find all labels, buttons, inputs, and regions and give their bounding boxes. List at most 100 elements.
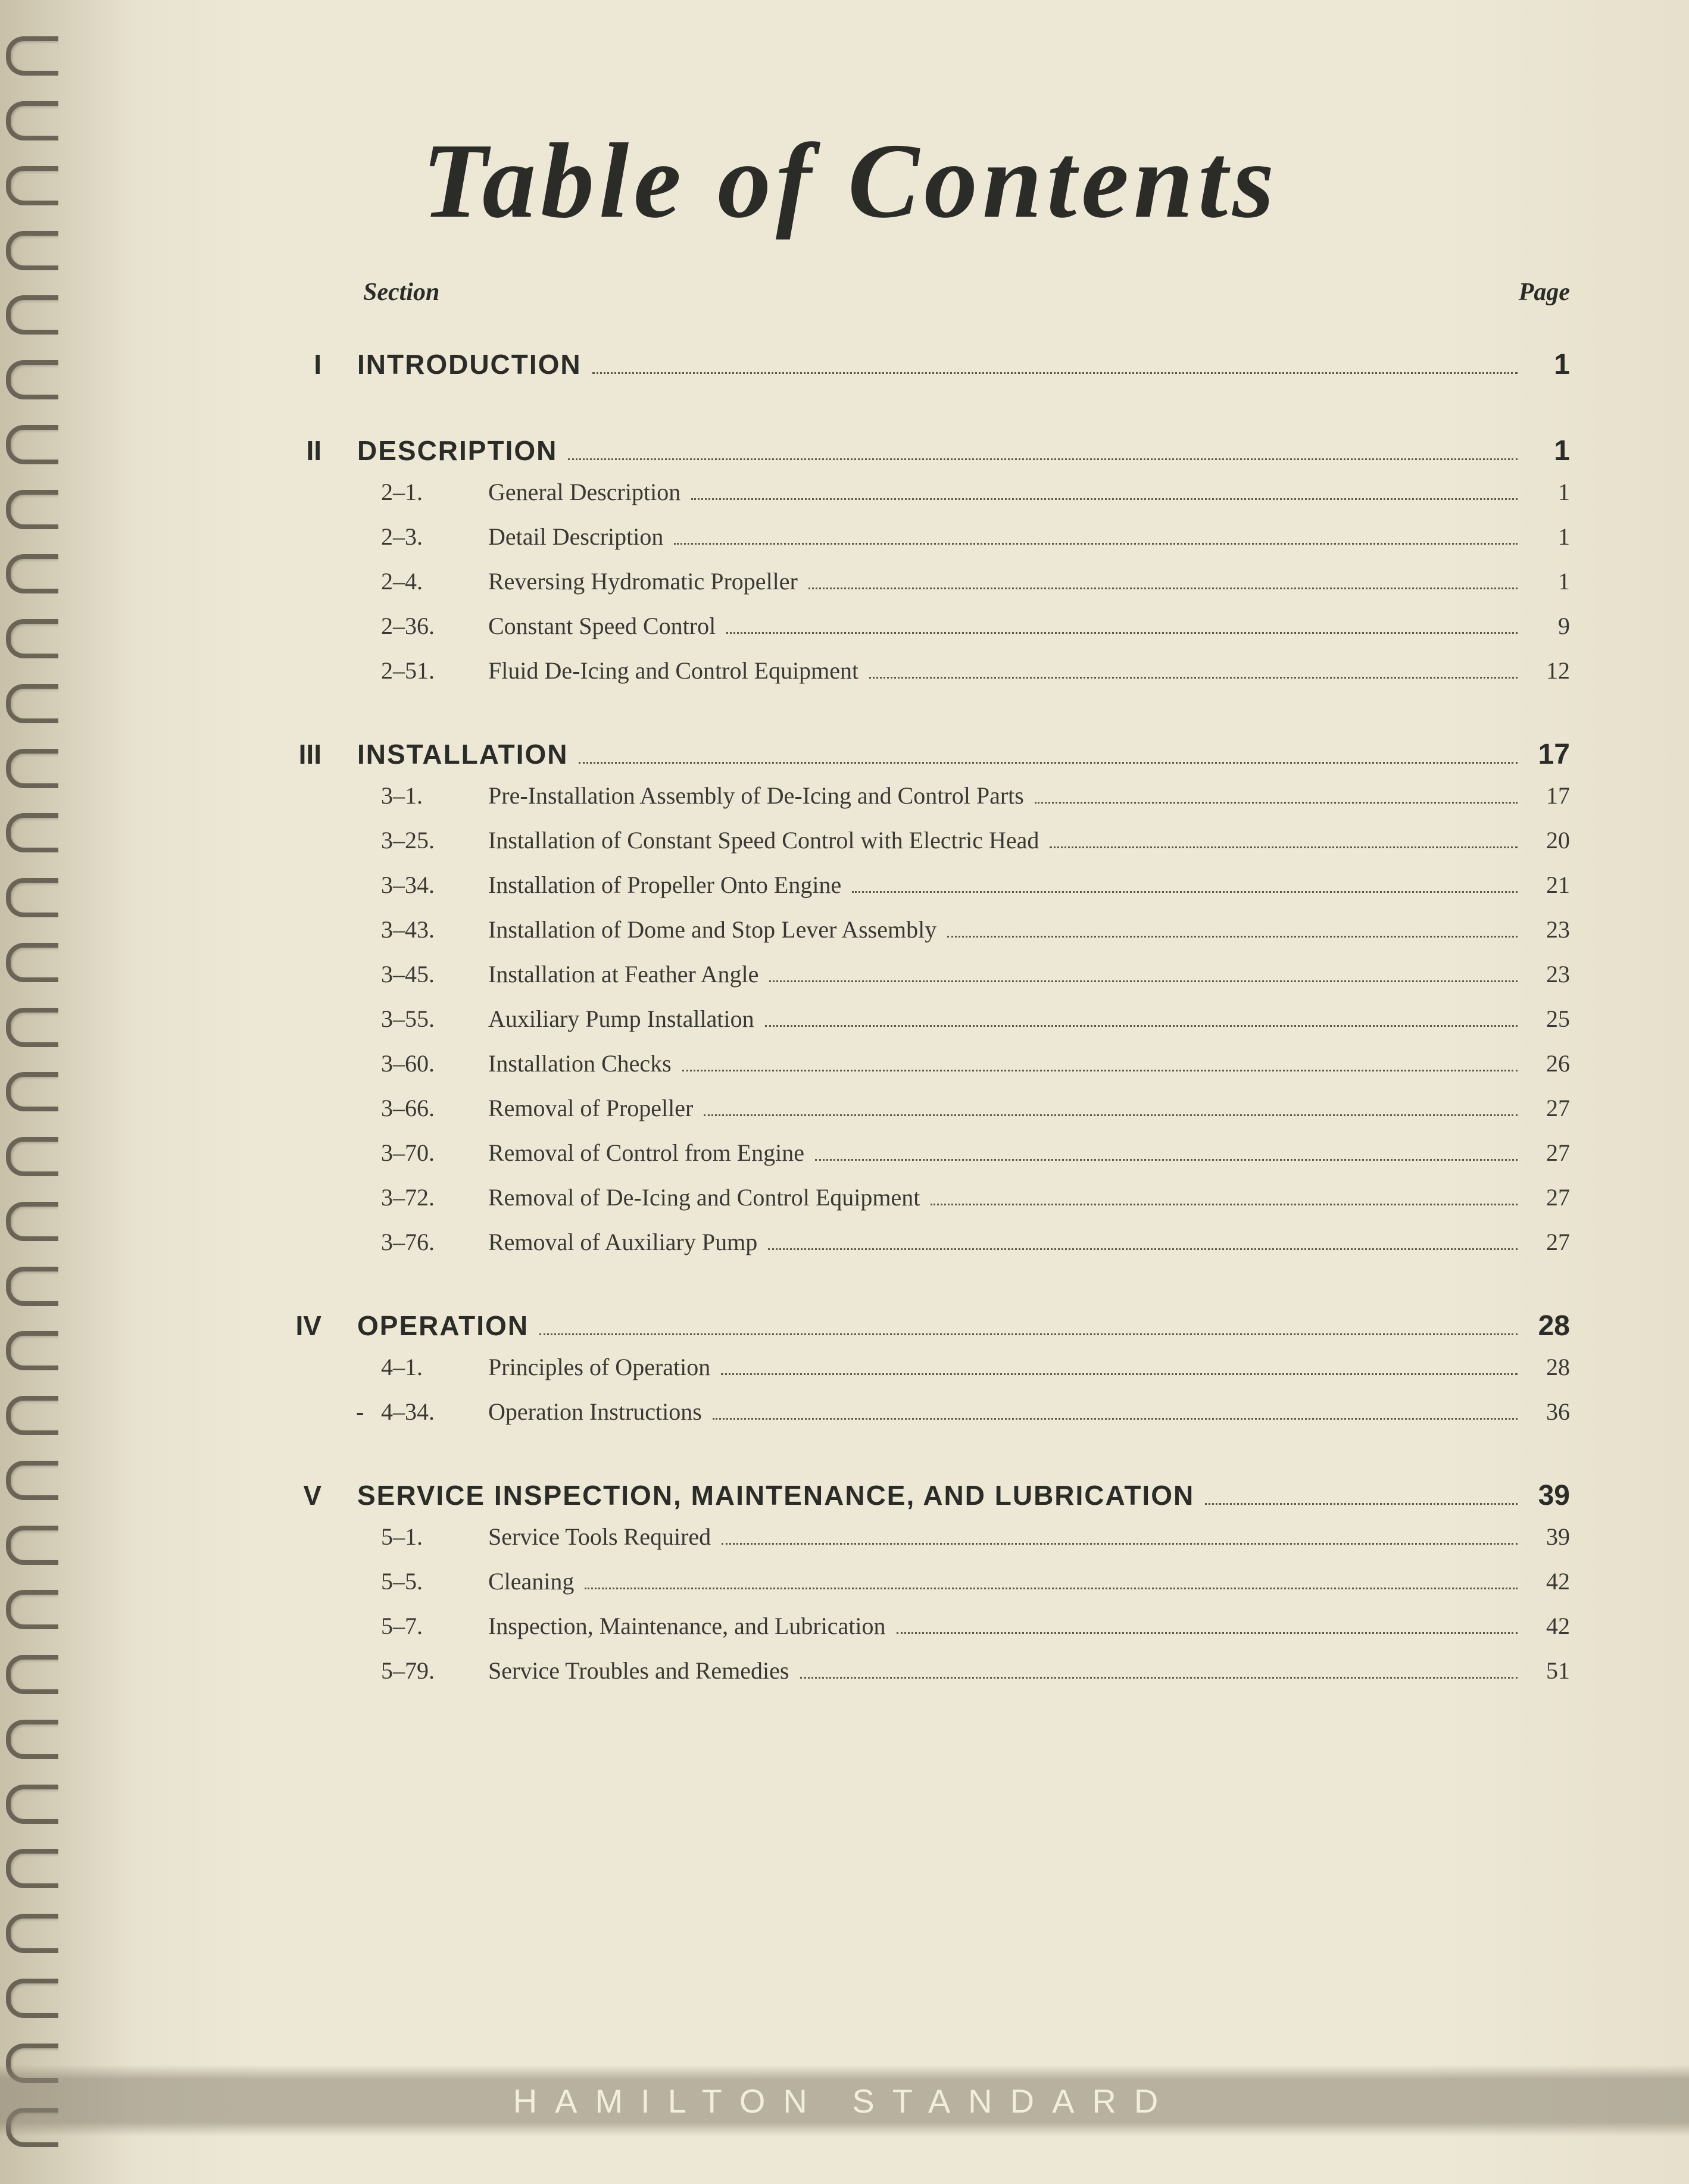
footer-band: HAMILTON STANDARD [0, 2065, 1689, 2136]
subitem-page: 12 [1528, 657, 1570, 685]
toc-subitem-row: 2–4.Reversing Hydromatic Propeller1 [107, 567, 1570, 595]
leader-dots [768, 1248, 1518, 1250]
section-page: 1 [1528, 348, 1570, 381]
page-title: Table of Contents [107, 119, 1594, 242]
toc-section-row: IIDESCRIPTION1 [107, 435, 1570, 467]
leader-dots [568, 458, 1518, 460]
header-section: Section [363, 278, 439, 307]
section-page: 39 [1528, 1479, 1570, 1512]
toc-subitem-row: -4–34.Operation Instructions36 [107, 1398, 1570, 1426]
section-number: III [107, 738, 357, 770]
section-title: INSTALLATION [357, 738, 568, 770]
toc-section-row: IINTRODUCTION1 [107, 348, 1570, 381]
leader-dots [897, 1632, 1518, 1634]
toc-subitem-row: 2–1.General Description1 [107, 478, 1570, 506]
subitem-page: 23 [1528, 916, 1570, 943]
subitem-number: 3–25. [381, 826, 488, 854]
subitem-page: 51 [1528, 1657, 1570, 1685]
subitem-title: Installation of Constant Speed Control w… [488, 826, 1039, 854]
section-number: IV [107, 1310, 357, 1342]
subitem-number: 4–1. [381, 1353, 488, 1381]
subitem-number: 3–55. [381, 1005, 488, 1033]
subitem-number: 4–34. [381, 1398, 488, 1426]
subitem-number: 5–1. [381, 1523, 488, 1551]
subitem-number: 3–70. [381, 1139, 488, 1167]
subitem-title: Installation at Feather Angle [488, 960, 758, 988]
toc-subitem-row: 2–51.Fluid De-Icing and Control Equipmen… [107, 657, 1570, 685]
leader-dots [769, 980, 1518, 982]
subitem-number: 2–51. [381, 657, 488, 685]
subitem-number: 3–34. [381, 871, 488, 899]
subitem-page: 27 [1528, 1183, 1570, 1211]
toc-subitem-row: 5–7.Inspection, Maintenance, and Lubrica… [107, 1612, 1570, 1640]
toc-section: IVOPERATION284–1.Principles of Operation… [107, 1310, 1570, 1426]
content-area: Table of Contents Section Page IINTRODUC… [107, 119, 1594, 2065]
subitem-number: 2–36. [381, 612, 488, 640]
toc-subitem-row: 3–45.Installation at Feather Angle23 [107, 960, 1570, 988]
toc-subitem-row: 3–25.Installation of Constant Speed Cont… [107, 826, 1570, 854]
subitem-number: 3–66. [381, 1094, 488, 1122]
toc-subitem-row: 3–76.Removal of Auxiliary Pump27 [107, 1228, 1570, 1256]
section-number: V [107, 1479, 357, 1511]
subitem-title: Installation of Propeller Onto Engine [488, 871, 841, 899]
leader-dots [815, 1159, 1518, 1161]
subitem-title: Removal of Propeller [488, 1094, 693, 1122]
subitem-number: 3–72. [381, 1183, 488, 1211]
leader-dots [947, 936, 1518, 938]
subitem-number: 2–3. [381, 523, 488, 551]
toc-subitem-row: 3–66.Removal of Propeller27 [107, 1094, 1570, 1122]
subitem-page: 1 [1528, 567, 1570, 595]
header-page: Page [1519, 278, 1570, 307]
leader-dots [800, 1677, 1518, 1679]
toc-subitem-row: 3–72.Removal of De-Icing and Control Equ… [107, 1183, 1570, 1211]
subitem-number: 3–1. [381, 782, 488, 810]
leader-dots [931, 1204, 1518, 1205]
toc-subitem-row: 3–1.Pre-Installation Assembly of De-Icin… [107, 782, 1570, 810]
footer-text: HAMILTON STANDARD [513, 2082, 1176, 2120]
subitem-title: Cleaning [488, 1567, 574, 1595]
subitem-page: 25 [1528, 1005, 1570, 1033]
leader-dots [585, 1588, 1518, 1589]
subitem-title: Removal of Control from Engine [488, 1139, 804, 1167]
subitem-title: Reversing Hydromatic Propeller [488, 567, 798, 595]
toc-section: IIDESCRIPTION1 2–1.General Description1 2–… [107, 435, 1570, 685]
toc-subitem-row: 2–36.Constant Speed Control9 [107, 612, 1570, 640]
spiral-binding [0, 0, 65, 2184]
subitem-title: Service Troubles and Remedies [488, 1657, 789, 1685]
subitem-number: 3–45. [381, 960, 488, 988]
subitem-page: 1 [1528, 523, 1570, 551]
section-page: 1 [1528, 435, 1570, 467]
subitem-title: Detail Description [488, 523, 663, 551]
toc-subitem-row: 3–60.Installation Checks26 [107, 1049, 1570, 1077]
subitem-number: 5–7. [381, 1612, 488, 1640]
toc-subitem-row: 3–70.Removal of Control from Engine 27 [107, 1139, 1570, 1167]
leader-dots [808, 588, 1518, 589]
toc-subitem-row: 5–5.Cleaning42 [107, 1567, 1570, 1595]
subitem-page: 27 [1528, 1139, 1570, 1167]
leader-dots [713, 1418, 1518, 1420]
subitem-number: 3–76. [381, 1228, 488, 1256]
leader-dots [704, 1114, 1518, 1116]
subitem-title: Installation of Dome and Stop Lever Asse… [488, 916, 936, 943]
subitem-title: General Description [488, 478, 680, 506]
subitem-page: 17 [1528, 782, 1570, 810]
leader-dots [1205, 1503, 1518, 1505]
page: Table of Contents Section Page IINTRODUC… [0, 0, 1689, 2184]
toc-subitem-row: 3–43.Installation of Dome and Stop Lever… [107, 916, 1570, 943]
subitem-title: Service Tools Required [488, 1523, 711, 1551]
subitem-page: 9 [1528, 612, 1570, 640]
leader-dots [1050, 846, 1518, 848]
leader-dots [691, 498, 1518, 500]
leader-dots [869, 677, 1518, 679]
toc-section-row: IIIINSTALLATION17 [107, 738, 1570, 771]
subitem-title: Installation Checks [488, 1049, 672, 1077]
leader-dots [721, 1373, 1518, 1375]
section-title: OPERATION [357, 1310, 529, 1342]
subitem-title: Pre-Installation Assembly of De-Icing an… [488, 782, 1024, 810]
subitem-number: 5–5. [381, 1567, 488, 1595]
subitem-title: Removal of De-Icing and Control Equipmen… [488, 1183, 920, 1211]
leader-dots [1035, 802, 1518, 804]
toc-subitem-row: 4–1.Principles of Operation28 [107, 1353, 1570, 1381]
leader-dots [852, 891, 1518, 893]
subitem-page: 27 [1528, 1228, 1570, 1256]
